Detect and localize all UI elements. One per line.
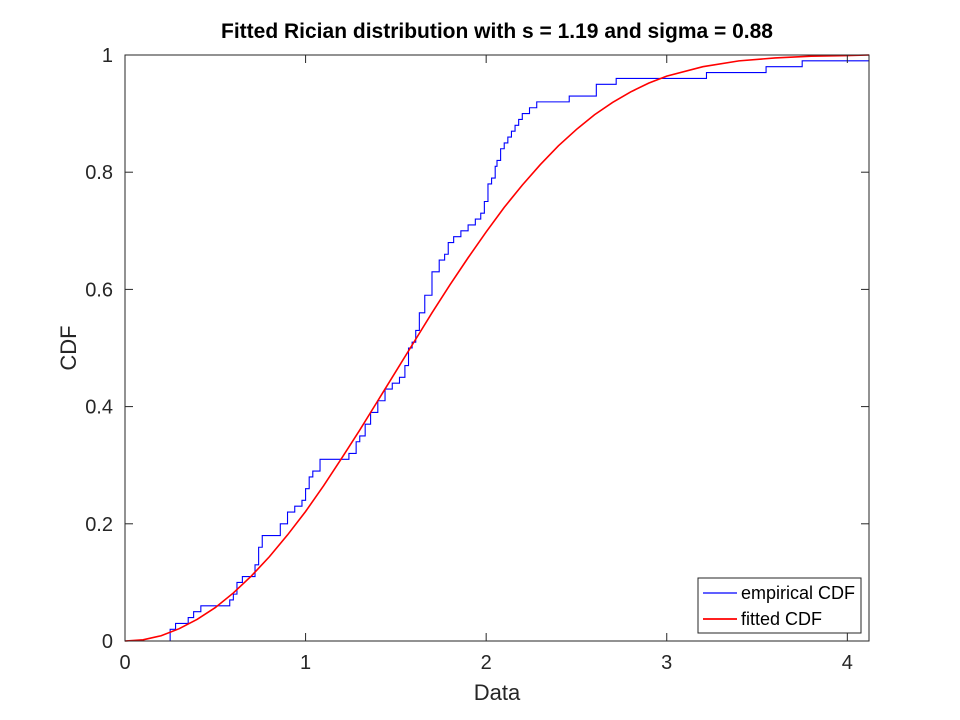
x-axis-title: Data [474, 680, 521, 705]
x-tick-label: 3 [661, 652, 672, 674]
plot-lines [124, 54, 870, 642]
legend-label-fitted: fitted CDF [741, 609, 822, 629]
legend-box [697, 577, 862, 634]
legend-label-empirical: empirical CDF [741, 583, 855, 603]
empirical-cdf-line [125, 60, 869, 642]
y-tick-label: 0.6 [85, 279, 113, 301]
x-tick-label: 2 [481, 652, 492, 674]
plot-frame [124, 54, 870, 642]
y-tick-label: 1 [102, 45, 113, 67]
x-tick-label: 0 [119, 652, 130, 674]
y-axis-title: CDF [56, 325, 81, 370]
x-axis-ticks: 0 1 2 3 4 [119, 55, 853, 674]
y-axis-ticks: 0 0.2 0.4 0.6 0.8 1 [85, 45, 869, 653]
y-tick-label: 0.4 [85, 397, 113, 419]
x-tick-label: 1 [300, 652, 311, 674]
x-tick-label: 4 [842, 652, 853, 674]
y-tick-label: 0.8 [85, 162, 113, 184]
fitted-cdf-line [124, 54, 870, 642]
legend: empirical CDF fitted CDF [697, 577, 862, 634]
y-tick-label: 0 [102, 631, 113, 653]
y-tick-label: 0.2 [85, 514, 113, 536]
chart-title: Fitted Rician distribution with s = 1.19… [221, 20, 773, 43]
